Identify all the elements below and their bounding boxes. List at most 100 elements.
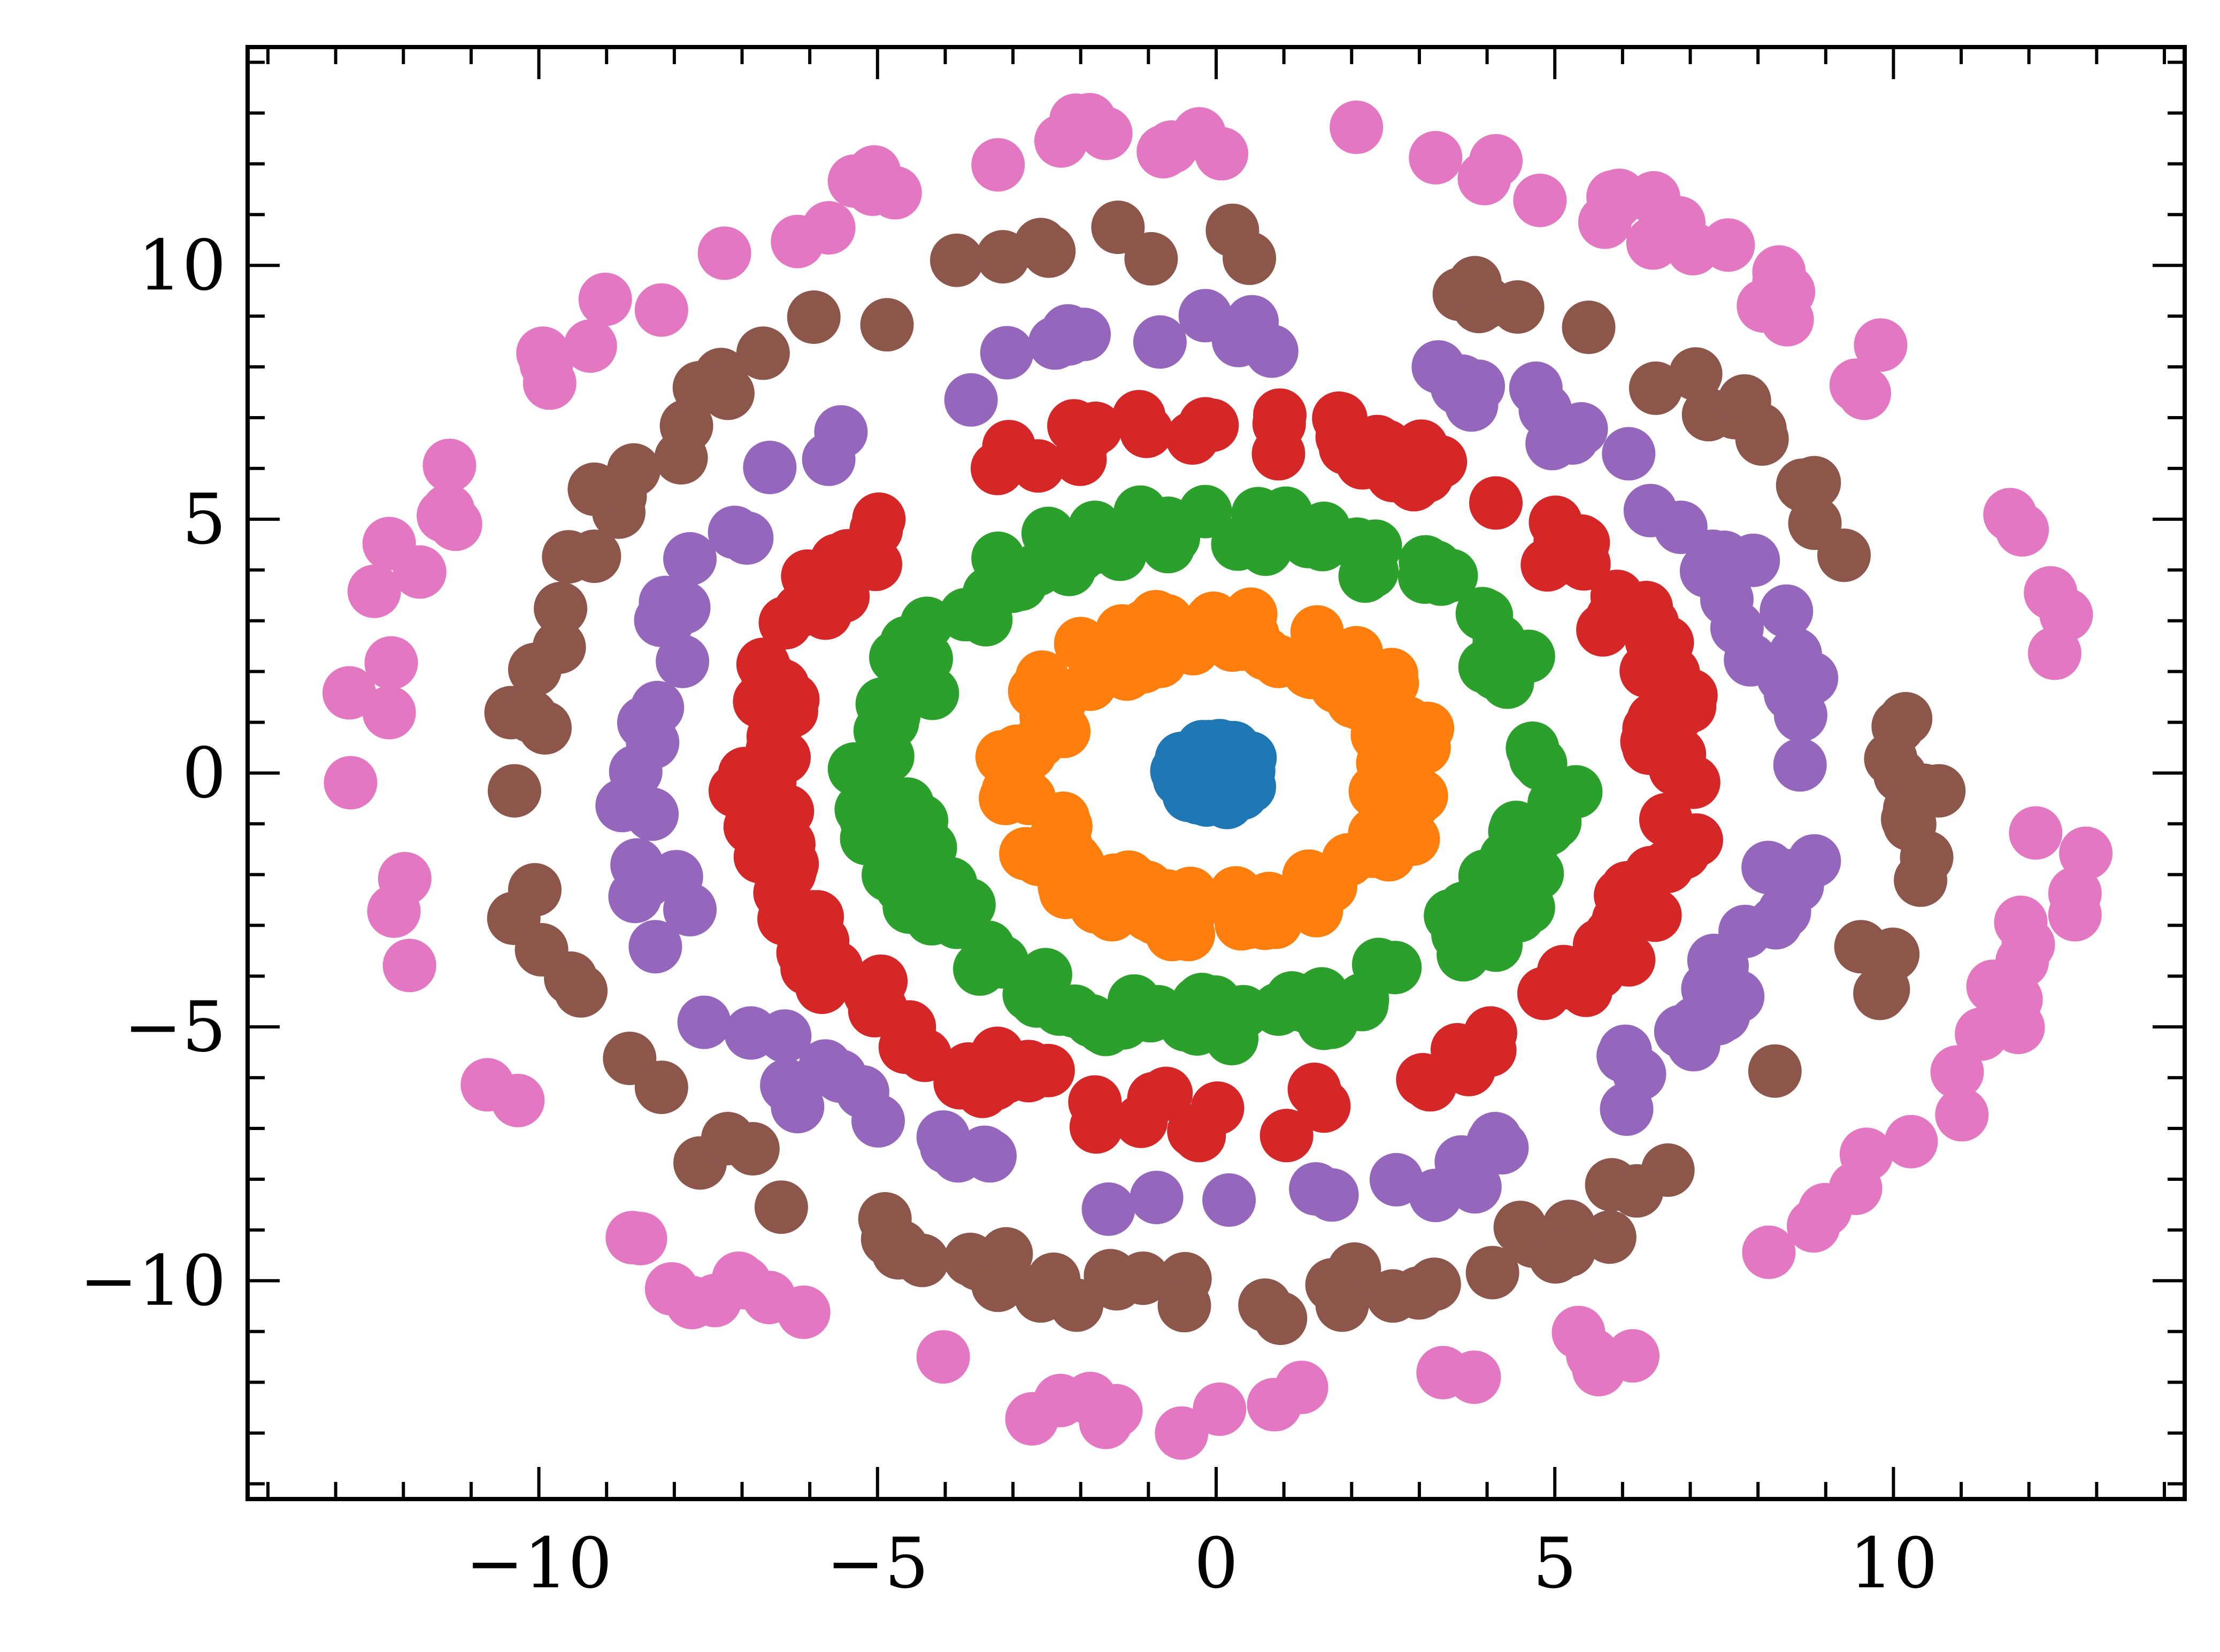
- data-point: [1328, 665, 1382, 719]
- data-point: [1089, 1384, 1143, 1438]
- data-point: [1081, 1182, 1135, 1236]
- data-point: [567, 529, 621, 583]
- data-point: [738, 788, 792, 842]
- data-point: [610, 838, 664, 892]
- data-point: [654, 431, 708, 485]
- data-point: [1749, 896, 1803, 950]
- data-point: [1039, 865, 1093, 919]
- data-point: [1355, 941, 1408, 995]
- data-point: [746, 722, 800, 776]
- data-point: [1448, 1160, 1502, 1214]
- y-tick-label: −10: [80, 1240, 226, 1321]
- data-point: [1509, 732, 1563, 786]
- data-point: [1238, 896, 1292, 950]
- data-point: [1330, 101, 1384, 154]
- data-point: [878, 1020, 932, 1074]
- data-point: [1762, 265, 1816, 319]
- data-point: [1776, 458, 1830, 512]
- data-point: [1600, 1082, 1654, 1136]
- data-point: [1466, 1115, 1520, 1169]
- data-point: [736, 326, 790, 380]
- data-point: [1491, 882, 1545, 936]
- data-point: [488, 764, 541, 818]
- data-point: [1289, 1162, 1343, 1216]
- data-point: [846, 162, 900, 216]
- x-tick-label: 5: [1533, 1523, 1577, 1604]
- data-point: [626, 716, 680, 770]
- data-point: [1380, 696, 1434, 750]
- x-tick-label: 0: [1194, 1523, 1239, 1604]
- data-point: [347, 564, 401, 618]
- data-point: [963, 1129, 1017, 1183]
- data-point: [1002, 772, 1056, 825]
- data-point: [1355, 810, 1408, 864]
- data-point: [1455, 587, 1509, 641]
- y-tick-label: 0: [182, 733, 226, 814]
- data-point: [787, 290, 841, 344]
- data-point: [1679, 544, 1733, 598]
- data-point: [1253, 388, 1307, 442]
- data-point: [760, 1058, 814, 1112]
- data-point: [1606, 1329, 1660, 1383]
- data-point: [743, 441, 797, 494]
- data-point: [1884, 1115, 1938, 1169]
- data-point: [754, 1180, 808, 1234]
- data-point: [1200, 775, 1254, 829]
- data-point: [1610, 1164, 1664, 1218]
- data-point: [1159, 998, 1212, 1052]
- data-point: [628, 920, 682, 974]
- data-point: [708, 505, 762, 559]
- data-point: [514, 923, 569, 977]
- data-point: [663, 532, 717, 586]
- data-point: [1469, 476, 1523, 530]
- data-point: [758, 1009, 812, 1063]
- data-point: [1513, 173, 1567, 227]
- data-point: [1469, 134, 1523, 188]
- data-point: [1625, 614, 1679, 668]
- data-point: [1864, 732, 1918, 786]
- data-point: [1445, 378, 1499, 432]
- data-point: [1589, 175, 1643, 229]
- data-point: [1369, 1152, 1423, 1207]
- data-point: [634, 283, 688, 337]
- data-point: [1285, 646, 1339, 700]
- data-point: [839, 792, 893, 846]
- data-point: [378, 852, 432, 905]
- data-point: [771, 214, 825, 268]
- series-1: [975, 587, 1455, 962]
- data-point: [880, 777, 934, 831]
- data-point: [1741, 841, 1795, 895]
- series-2: [827, 485, 1603, 1065]
- data-point: [554, 964, 608, 1018]
- data-point: [1411, 340, 1465, 394]
- y-tick-labels: −10 −5 0 5 10: [80, 225, 226, 1321]
- data-point: [1163, 866, 1217, 920]
- data-point: [1091, 201, 1145, 254]
- data-point: [322, 666, 376, 720]
- data-point: [1528, 795, 1582, 849]
- data-point: [324, 756, 378, 810]
- data-point: [1239, 522, 1293, 576]
- series-3: [708, 388, 1723, 1163]
- data-point: [1562, 301, 1616, 354]
- data-point: [1312, 392, 1366, 446]
- data-point: [1022, 224, 1076, 278]
- data-point: [1348, 519, 1402, 573]
- data-point: [889, 655, 943, 709]
- data-point: [1414, 552, 1468, 606]
- x-tick-label: −10: [465, 1523, 612, 1604]
- data-point: [1133, 315, 1187, 369]
- data-point: [634, 593, 688, 647]
- data-point: [1205, 618, 1259, 672]
- data-point: [1654, 501, 1708, 554]
- data-point: [1551, 1305, 1606, 1359]
- data-point: [1838, 366, 1891, 420]
- data-point: [1930, 1045, 1984, 1099]
- data-point: [2009, 806, 2063, 860]
- data-point: [1282, 849, 1336, 903]
- data-point: [1409, 130, 1463, 185]
- data-point: [1955, 1007, 2009, 1061]
- data-point: [971, 138, 1025, 192]
- data-point: [1695, 939, 1749, 993]
- data-point: [701, 1112, 755, 1165]
